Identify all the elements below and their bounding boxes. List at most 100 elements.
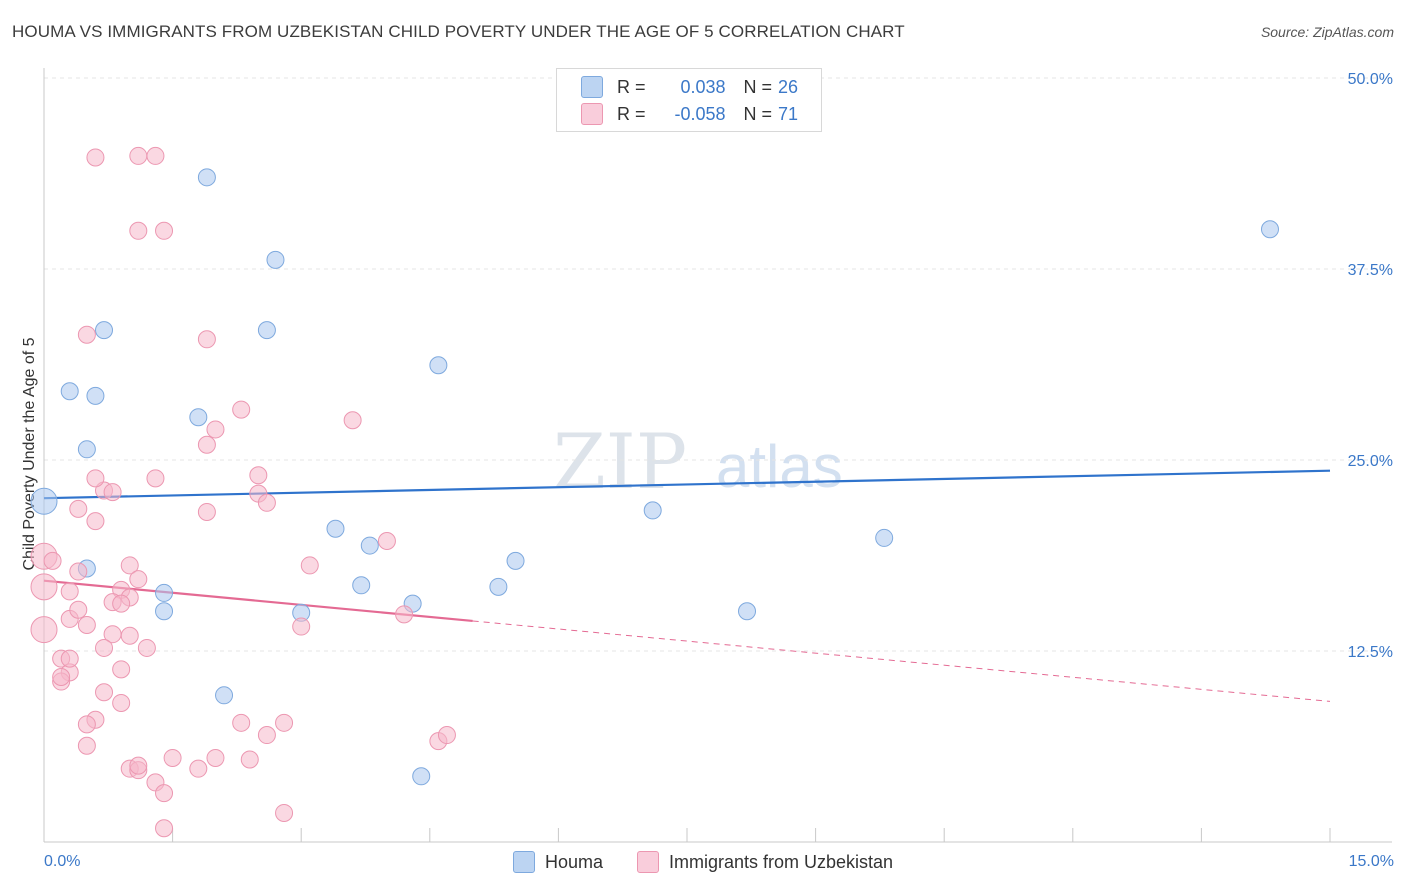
uzbekistan-point[interactable] [69, 600, 88, 619]
uzbekistan-point[interactable] [206, 748, 225, 767]
uzbekistan-point[interactable] [129, 756, 148, 775]
uzbekistan-point[interactable] [60, 649, 79, 668]
houma-point[interactable] [155, 602, 174, 621]
houma-point[interactable] [326, 519, 345, 538]
uzbekistan-legend-swatch [636, 851, 659, 873]
uzbekistan-point[interactable] [232, 400, 251, 419]
houma-point[interactable] [506, 551, 525, 570]
uzbekistan-point[interactable] [112, 594, 131, 613]
watermark-atlas: atlas [716, 433, 843, 500]
houma-point[interactable] [266, 250, 285, 269]
uzbekistan-point[interactable] [275, 713, 294, 732]
houma-point[interactable] [60, 382, 79, 401]
uzbekistan-point[interactable] [86, 148, 105, 167]
watermark: ZIP atlas [553, 417, 843, 506]
uzbekistan-point[interactable] [240, 750, 259, 769]
uzbekistan-point[interactable] [112, 693, 131, 712]
uzbekistan-point[interactable] [69, 499, 88, 518]
uzbekistan-point[interactable] [377, 531, 396, 550]
uzbekistan-point[interactable] [206, 420, 225, 439]
uzbekistan-point[interactable] [275, 803, 294, 822]
uzbekistan-point[interactable] [129, 146, 148, 165]
y-tick-label: 50.0% [1348, 71, 1393, 88]
uzbekistan-point[interactable] [197, 502, 216, 521]
source-label: Source: ZipAtlas.com [1260, 24, 1394, 40]
uzbekistan-point[interactable] [137, 638, 156, 657]
uzbekistan-point[interactable] [146, 469, 165, 488]
uzbekistan-point[interactable] [155, 221, 174, 240]
houma-point[interactable] [412, 767, 431, 786]
uzbekistan-point[interactable] [197, 330, 216, 349]
legend-r-value: 0.038 [680, 76, 726, 97]
houma-point[interactable] [352, 576, 371, 595]
uzbekistan-point[interactable] [343, 411, 362, 430]
houma-point[interactable] [77, 440, 96, 459]
houma-point[interactable] [215, 686, 234, 705]
uzbekistan-point[interactable] [257, 726, 276, 745]
houma-point[interactable] [429, 356, 448, 375]
uzbekistan-point[interactable] [95, 683, 114, 702]
uzbekistan-point[interactable] [437, 726, 456, 745]
legend-r-value: -0.058 [674, 103, 726, 124]
series-legend-uzbekistan[interactable]: Immigrants from Uzbekistan [636, 851, 894, 873]
correlation-legend: R = 0.038 N = 26 R = -0.058 N = 71 [556, 68, 822, 132]
uzbekistan-point[interactable] [77, 715, 96, 734]
legend-row-houma: R = 0.038 N = 26 [581, 76, 798, 98]
houma-point[interactable] [875, 528, 894, 547]
uzbekistan-point[interactable] [146, 146, 165, 165]
uzbekistan-point[interactable] [60, 582, 79, 601]
uzbekistan-swatch [581, 103, 603, 125]
uzbekistan-point[interactable] [249, 466, 268, 485]
uzbekistan-point[interactable] [292, 617, 311, 636]
uzbekistan-point[interactable] [86, 512, 105, 531]
uzbekistan-point[interactable] [129, 570, 148, 589]
uzbekistan-point[interactable] [103, 625, 122, 644]
uzbekistan-point[interactable] [112, 660, 131, 679]
uzbekistan-point[interactable] [120, 556, 139, 575]
uzbekistan-point[interactable] [30, 573, 58, 601]
houma-point[interactable] [30, 487, 58, 515]
houma-point[interactable] [155, 583, 174, 602]
houma-legend-label: Houma [544, 851, 603, 872]
uzbekistan-point[interactable] [103, 483, 122, 502]
uzbekistan-point[interactable] [232, 713, 251, 732]
uzbekistan-point[interactable] [30, 616, 58, 644]
houma-point[interactable] [197, 168, 216, 187]
uzbekistan-point[interactable] [155, 819, 174, 838]
uzbekistan-point[interactable] [120, 626, 139, 645]
legend-n-label: N = [743, 103, 773, 124]
houma-point[interactable] [86, 386, 105, 405]
uzbekistan-point[interactable] [129, 221, 148, 240]
houma-legend-swatch [512, 851, 535, 873]
uzbekistan-point[interactable] [155, 784, 174, 803]
uzbekistan-point[interactable] [43, 551, 62, 570]
uzbekistan-point[interactable] [77, 325, 96, 344]
uzbekistan-point[interactable] [163, 748, 182, 767]
legend-r-label: R = [617, 76, 646, 97]
houma-point[interactable] [738, 602, 757, 621]
houma-point[interactable] [643, 501, 662, 520]
uzbekistan-point[interactable] [52, 667, 71, 686]
uzbekistan-legend-label: Immigrants from Uzbekistan [668, 851, 894, 872]
houma-point[interactable] [489, 577, 508, 596]
uzbekistan-point[interactable] [69, 562, 88, 581]
uzbekistan-point[interactable] [257, 493, 276, 512]
houma-point[interactable] [95, 321, 114, 340]
uzbekistan-point[interactable] [95, 638, 114, 657]
uzbekistan-point[interactable] [77, 736, 96, 755]
legend-r-label: R = [617, 103, 646, 124]
houma-point[interactable] [360, 536, 379, 555]
series-legend-houma[interactable]: Houma [512, 851, 603, 873]
uzbekistan-point[interactable] [86, 469, 105, 488]
uzbekistan-point[interactable] [395, 605, 414, 624]
uzbekistan-point[interactable] [300, 556, 319, 575]
uzbekistan-point[interactable] [197, 435, 216, 454]
houma-point[interactable] [1260, 220, 1279, 239]
y-tick-label: 12.5% [1348, 644, 1393, 661]
houma-point[interactable] [257, 321, 276, 340]
uzbekistan-point[interactable] [189, 759, 208, 778]
houma-point[interactable] [189, 408, 208, 427]
uzbekistan-point[interactable] [77, 616, 96, 635]
y-tick-label: 37.5% [1348, 262, 1393, 279]
